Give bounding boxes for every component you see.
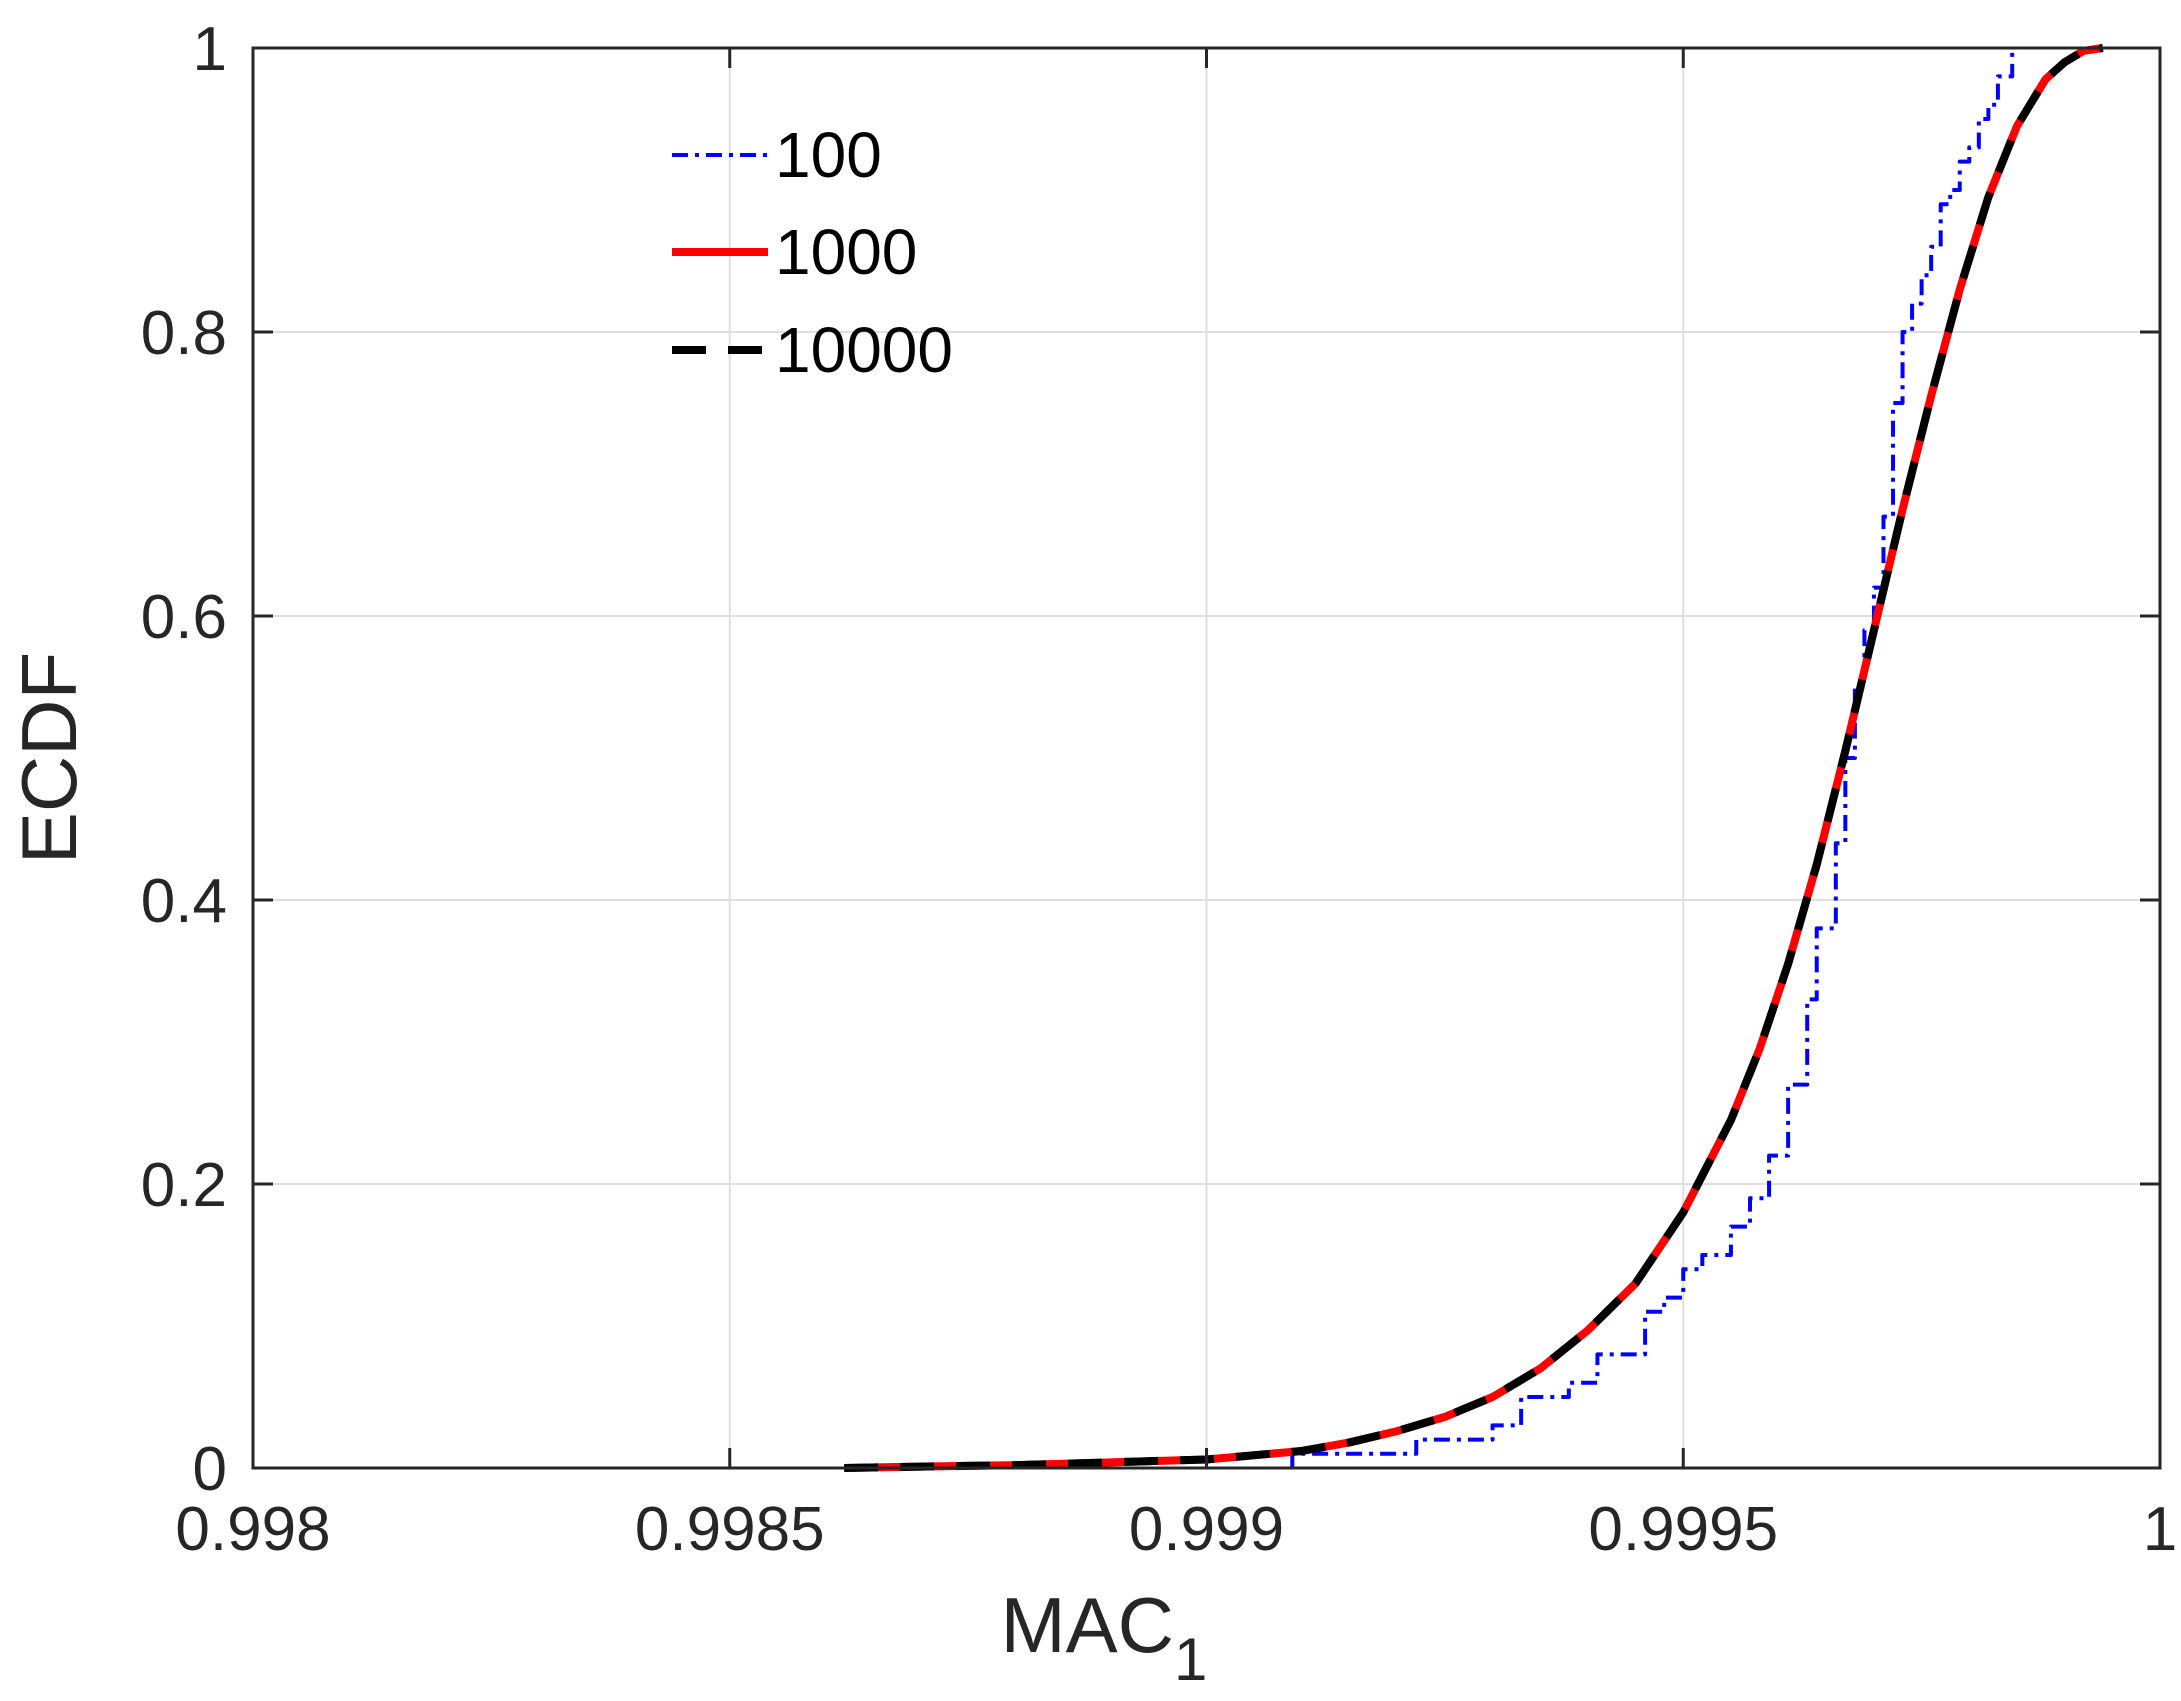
y-tick-label: 0.4 xyxy=(141,867,227,936)
legend-label-10000: 10000 xyxy=(775,314,953,386)
y-tick-label: 0 xyxy=(193,1435,227,1504)
x-tick-label: 0.999 xyxy=(1129,1495,1284,1564)
y-tick-label: 0.8 xyxy=(141,299,227,368)
y-tick-label: 0.2 xyxy=(141,1151,227,1220)
ticks: 0.998 0.9985 0.999 0.9995 1 0 0.2 0.4 0.6 0.8 1 xyxy=(141,15,2177,1564)
legend-label-100: 100 xyxy=(775,119,882,191)
x-axis-title: MAC1 xyxy=(1001,1581,1208,1693)
y-axis-title: ECDF xyxy=(5,652,93,864)
x-tick-label: 0.9995 xyxy=(1588,1495,1778,1564)
y-tick-label: 1 xyxy=(193,15,227,84)
x-tick-label: 0.998 xyxy=(175,1495,330,1564)
series-line-10000 xyxy=(844,44,2104,1472)
legend-label-1000: 1000 xyxy=(775,216,917,288)
x-tick-label: 1 xyxy=(2143,1495,2177,1564)
legend: 100 1000 10000 xyxy=(672,119,953,386)
series-line-100 xyxy=(1290,48,2015,1468)
x-axis-title-main: MAC xyxy=(1001,1581,1174,1669)
y-tick-label: 0.6 xyxy=(141,583,227,652)
x-axis-title-subscript: 1 xyxy=(1174,1626,1207,1693)
x-tick-label: 0.9985 xyxy=(635,1495,825,1564)
series-group xyxy=(844,44,2104,1472)
